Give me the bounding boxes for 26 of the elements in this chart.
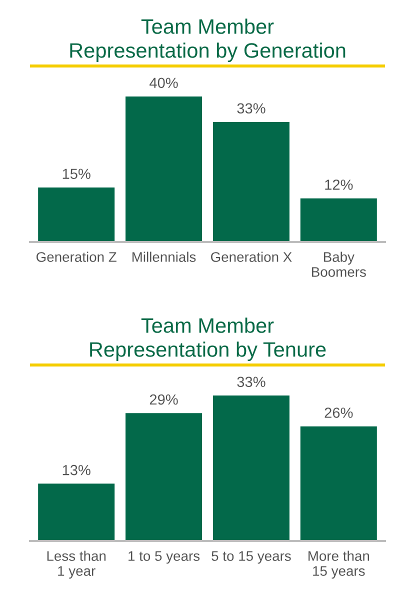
data-label: 33%: [237, 376, 266, 388]
data-label: 33%: [237, 103, 266, 114]
bar: [126, 96, 202, 242]
data-label: 29%: [150, 394, 178, 405]
data-label: 40%: [150, 78, 178, 88]
x-tick-label: Millennials: [132, 252, 196, 262]
data-label: 26%: [324, 408, 353, 418]
chart-title: Team Member Representation by Tenure: [90, 318, 326, 361]
x-tick-label: 1 to 5 years: [128, 551, 200, 564]
x-tick-label: Generation Z: [36, 252, 116, 262]
x-tick-label: More than 15 years: [308, 550, 370, 579]
bar: [126, 413, 202, 541]
bar: [212, 396, 290, 541]
data-label: 13%: [62, 464, 90, 476]
x-tick-label: Generation X: [211, 252, 292, 262]
data-label: 15%: [62, 168, 90, 179]
bar: [38, 484, 115, 541]
bar: [300, 198, 377, 242]
bar: [212, 122, 290, 242]
data-label: 12%: [325, 180, 353, 190]
chart-title: Team Member Representation by Generation: [70, 18, 346, 62]
bar: [38, 187, 115, 242]
x-tick-label: Baby Boomers: [312, 252, 366, 277]
bar: [300, 426, 377, 541]
x-tick-label: Less than 1 year: [47, 550, 106, 579]
x-tick-label: 5 to 15 years: [212, 551, 291, 564]
